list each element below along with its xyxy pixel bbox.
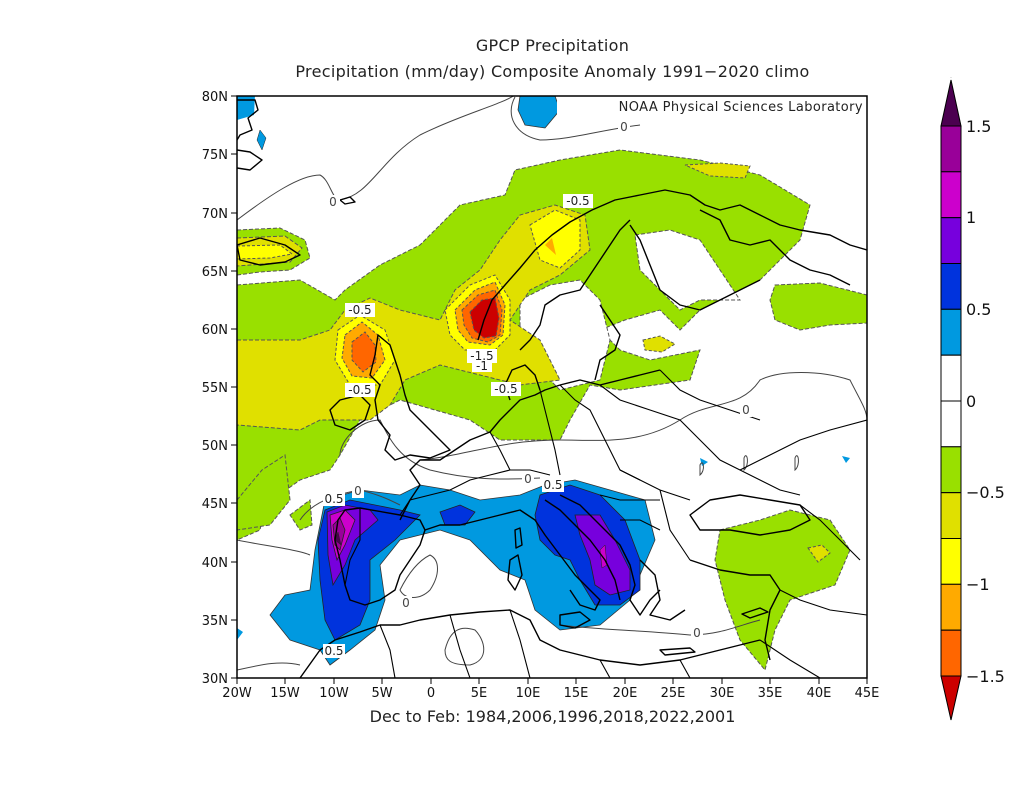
contour-label: -0.5 [348,383,371,397]
x-tick-label: 0 [427,686,435,701]
contour-label: 0.5 [324,644,343,658]
contour-label: 0 [693,626,701,640]
x-tick-label: 20W [222,686,252,701]
y-tick-label: 45N [202,497,228,512]
x-tick-label: 10W [319,686,349,701]
credit-text: NOAA Physical Sciences Laboratory [619,100,863,115]
y-tick-label: 50N [202,439,228,454]
positive-anomaly-fills [237,96,850,666]
contour-label: -1.5 [470,349,493,363]
colorbar-label: −1.5 [966,667,1005,686]
x-tick-label: 15W [270,686,300,701]
y-tick-label: 65N [202,265,228,280]
colorbar-label: −0.5 [966,483,1005,502]
colorbar-label: −1 [966,575,990,594]
x-tick-label: 15E [564,686,589,701]
colorbar-label: 0.5 [966,300,991,319]
colorbar-label: 0 [966,392,976,411]
contour-label: 0 [742,403,750,417]
x-tick-label: 5E [471,686,488,701]
y-tick-label: 70N [202,207,228,222]
x-tick-label: 30E [710,686,735,701]
contour-label: -0.5 [566,194,589,208]
contour-label: 0 [402,596,410,610]
x-tick-label: 10E [516,686,541,701]
x-tick-label: 20E [613,686,638,701]
chart-subtitle: Precipitation (mm/day) Composite Anomaly… [295,62,810,81]
y-tick-label: 40N [202,556,228,571]
colorbar-label: 1.5 [966,117,991,136]
x-tick-label: 25E [661,686,686,701]
contour-label: 0.5 [324,492,343,506]
zero-contours [237,96,867,671]
x-axis: 20W 15W 10W 5W 0 5E 10E 15E 20E 25E 30E … [222,678,879,701]
contour-label: 0 [329,195,337,209]
colorbar-label: 1 [966,208,976,227]
contour-label: 0 [524,472,532,486]
contour-label: -0.5 [494,382,517,396]
y-tick-label: 80N [202,90,228,105]
contour-label: 0 [620,120,628,134]
x-tick-label: 35E [758,686,783,701]
credit-box [557,96,866,116]
y-tick-label: 35N [202,614,228,629]
contour-label: 0 [354,484,362,498]
negative-anomaly-fills [237,149,867,672]
y-tick-label: 30N [202,672,228,687]
y-tick-label: 55N [202,381,228,396]
contour-label: -1 [476,359,488,373]
x-tick-label: 45E [855,686,880,701]
coastlines-and-borders [237,99,867,678]
colorbar-labels: 1.5 1 0.5 0 −0.5 −1 −1.5 [966,117,1005,686]
map-plot-area: 0 0 -0.5 -0.5 -0.5 -1.5 -1 -0.5 0 0 [237,96,867,678]
y-tick-label: 60N [202,323,228,338]
y-axis: 80N 75N 70N 65N 60N 55N 50N 45N 40N 35N … [202,90,237,687]
x-tick-label: 40E [807,686,832,701]
contour-label: 0.5 [543,478,562,492]
colorbar-arrow-bottom [940,675,962,721]
x-axis-caption: Dec to Feb: 1984,2006,1996,2018,2022,200… [369,707,736,726]
chart-title: GPCP Precipitation [475,36,630,55]
x-tick-label: 5W [371,686,392,701]
colorbar-bins [940,125,962,677]
y-tick-label: 75N [202,148,228,163]
contour-label: -0.5 [348,303,371,317]
contour-labels: 0 0 -0.5 -0.5 -0.5 -1.5 -1 -0.5 0 0 [323,120,752,658]
